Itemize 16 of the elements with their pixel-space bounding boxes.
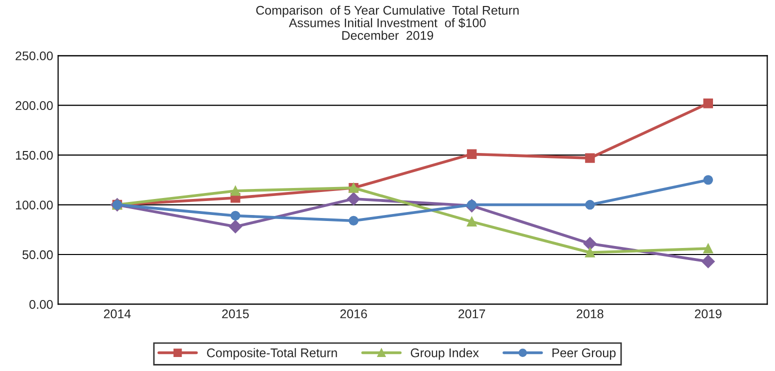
x-tick-label: 2019 (694, 309, 722, 318)
x-tick-label: 2016 (340, 309, 367, 318)
chart-title: Comparison of 5 Year Cumulative Total Return Assumes Initial Investment of $100 December 2019 (256, 6, 519, 40)
y-tick-label: 150.00 (16, 150, 53, 160)
y-tick-label: 200.00 (16, 101, 53, 110)
x-tick-label: 2018 (576, 309, 604, 318)
x-tick-label: 2014 (104, 309, 131, 318)
y-tick-label: 100.00 (16, 200, 53, 210)
x-tick-label: 2015 (222, 309, 249, 318)
y-tick-label: 50.00 (22, 250, 53, 260)
x-tick-label: 2017 (458, 309, 486, 318)
y-tick-label: 250.00 (16, 51, 53, 60)
y-tick-label: 0.00 (29, 300, 53, 309)
legend-label: Group Index (410, 348, 479, 360)
legend-label: Peer Group (552, 348, 616, 360)
legend-label: Composite-Total Return (207, 348, 337, 360)
